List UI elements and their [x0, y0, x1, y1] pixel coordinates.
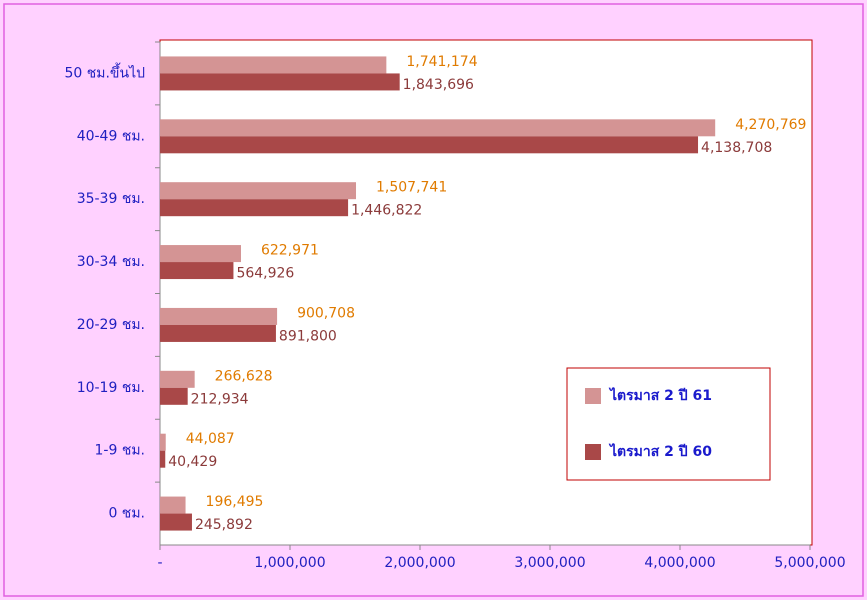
legend-label: ไตรมาส 2 ปี 60 [608, 442, 712, 460]
bar [160, 450, 166, 468]
bar [160, 119, 716, 137]
y-tick-label: 1-9 ชม. [95, 443, 146, 459]
bar [160, 199, 349, 217]
data-label: 1,446,822 [351, 203, 422, 219]
data-label: 564,926 [236, 266, 294, 282]
data-label: 212,934 [191, 391, 249, 407]
data-label: 1,507,741 [376, 180, 447, 196]
y-tick-label: 35-39 ชม. [77, 191, 145, 207]
legend-swatch [585, 388, 601, 404]
y-tick-label: 40-49 ชม. [77, 128, 145, 144]
bar [160, 307, 278, 325]
data-label: 266,628 [215, 368, 273, 384]
legend-label: ไตรมาส 2 ปี 61 [608, 386, 712, 404]
bar [160, 73, 400, 91]
x-tick-label: 3,000,000 [514, 555, 585, 571]
y-tick-label: 20-29 ชม. [77, 317, 145, 333]
data-label: 1,741,174 [406, 54, 477, 70]
data-label: 4,138,708 [701, 140, 772, 156]
bar [160, 182, 357, 200]
x-tick-label: 2,000,000 [384, 555, 455, 571]
data-label: 44,087 [186, 431, 235, 447]
y-tick-label: 10-19 ชม. [77, 380, 145, 396]
bar [160, 513, 192, 531]
x-tick-label: - [157, 555, 162, 571]
y-tick-label: 30-34 ชม. [77, 254, 145, 270]
x-tick-label: 5,000,000 [774, 555, 845, 571]
bar [160, 387, 188, 405]
x-tick-label: 4,000,000 [644, 555, 715, 571]
data-label: 900,708 [297, 305, 355, 321]
bar [160, 496, 186, 514]
bar [160, 245, 241, 263]
data-label: 40,429 [168, 454, 217, 470]
bar [160, 433, 166, 451]
y-tick-label: 0 ชม. [108, 506, 145, 522]
legend-swatch [585, 444, 601, 460]
data-label: 196,495 [206, 494, 264, 510]
data-label: 622,971 [261, 243, 319, 259]
legend-box [566, 367, 771, 481]
data-label: 4,270,769 [735, 117, 806, 133]
bar [160, 262, 234, 280]
x-tick-label: 1,000,000 [254, 555, 325, 571]
y-tick-label: 50 ชม.ขึ้นไป [64, 62, 145, 81]
data-label: 891,800 [279, 328, 337, 344]
bar [160, 56, 387, 74]
bar [160, 136, 699, 154]
bar [160, 324, 276, 342]
data-label: 245,892 [195, 517, 253, 533]
bar [160, 370, 195, 388]
data-label: 1,843,696 [403, 77, 474, 93]
